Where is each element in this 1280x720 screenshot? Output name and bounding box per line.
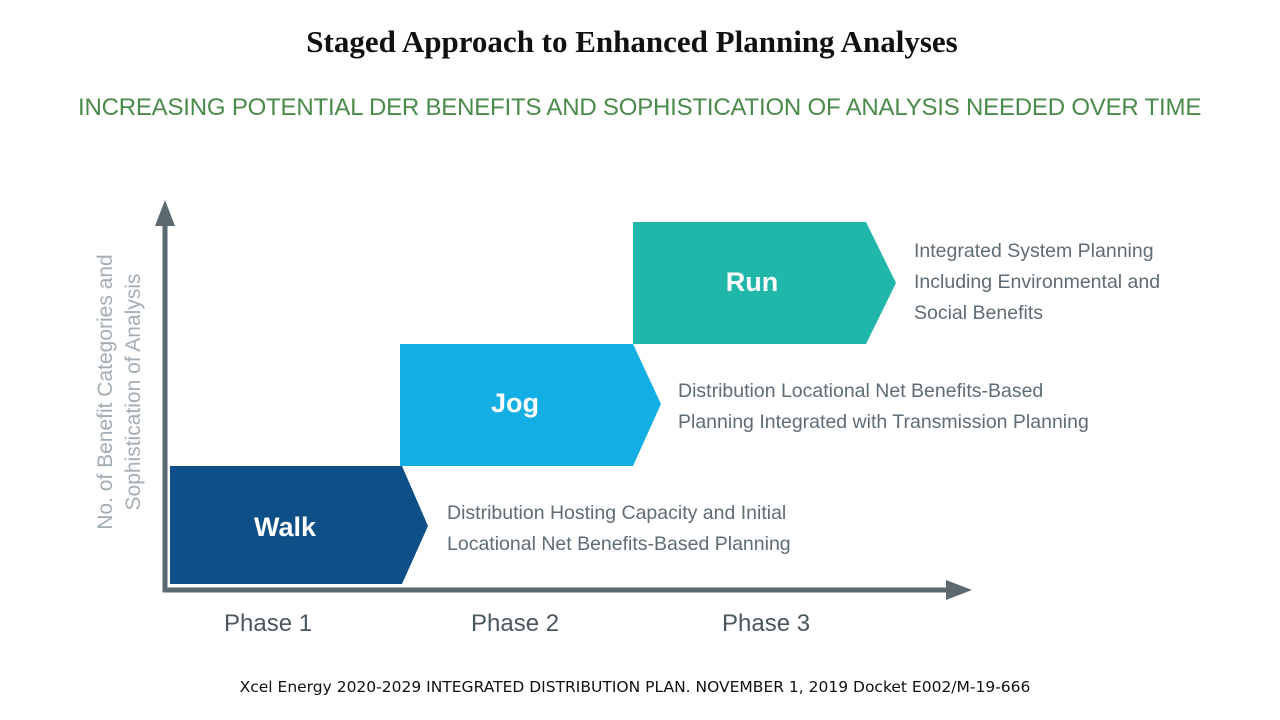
description-line: Social Benefits bbox=[914, 302, 1043, 324]
y-axis-label: No. of Benefit Categories and Sophistica… bbox=[92, 202, 148, 582]
y-axis-arrowhead bbox=[155, 200, 175, 226]
description-line: Including Environmental and bbox=[914, 271, 1161, 293]
phase-label-1: Phase 1 bbox=[224, 610, 313, 637]
stage-arrow-jog bbox=[400, 344, 661, 466]
description-line: Planning Integrated with Transmission Pl… bbox=[678, 411, 1089, 433]
stage-description-run: Integrated System Planning Including Env… bbox=[914, 236, 1160, 329]
description-line: Distribution Hosting Capacity and Initia… bbox=[447, 502, 787, 524]
phase-label-2: Phase 2 bbox=[471, 610, 560, 637]
description-line: Integrated System Planning bbox=[914, 240, 1154, 262]
stage-arrow-run bbox=[633, 222, 896, 344]
stage-description-jog: Distribution Locational Net Benefits-Bas… bbox=[678, 376, 1089, 438]
diagram-subtitle: INCREASING POTENTIAL DER BENEFITS AND SO… bbox=[78, 94, 1202, 121]
x-axis-arrowhead bbox=[946, 580, 972, 600]
y-axis-label-line-1: No. of Benefit Categories and bbox=[94, 254, 117, 530]
stage-label-jog: Jog bbox=[490, 388, 539, 418]
stage-label-walk: Walk bbox=[253, 512, 316, 542]
source-footer: Xcel Energy 2020-2029 INTEGRATED DISTRIB… bbox=[239, 678, 1031, 696]
diagram-title: Staged Approach to Enhanced Planning Ana… bbox=[306, 24, 958, 59]
stage-label-run: Run bbox=[725, 267, 779, 297]
stage-description-walk: Distribution Hosting Capacity and Initia… bbox=[447, 498, 791, 560]
description-line: Distribution Locational Net Benefits-Bas… bbox=[678, 380, 1044, 402]
phase-label-3: Phase 3 bbox=[722, 610, 811, 637]
description-line: Locational Net Benefits-Based Planning bbox=[447, 533, 791, 555]
y-axis-label-line-2: Sophistication of Analysis bbox=[122, 273, 145, 511]
stage-arrow-walk bbox=[170, 466, 428, 584]
